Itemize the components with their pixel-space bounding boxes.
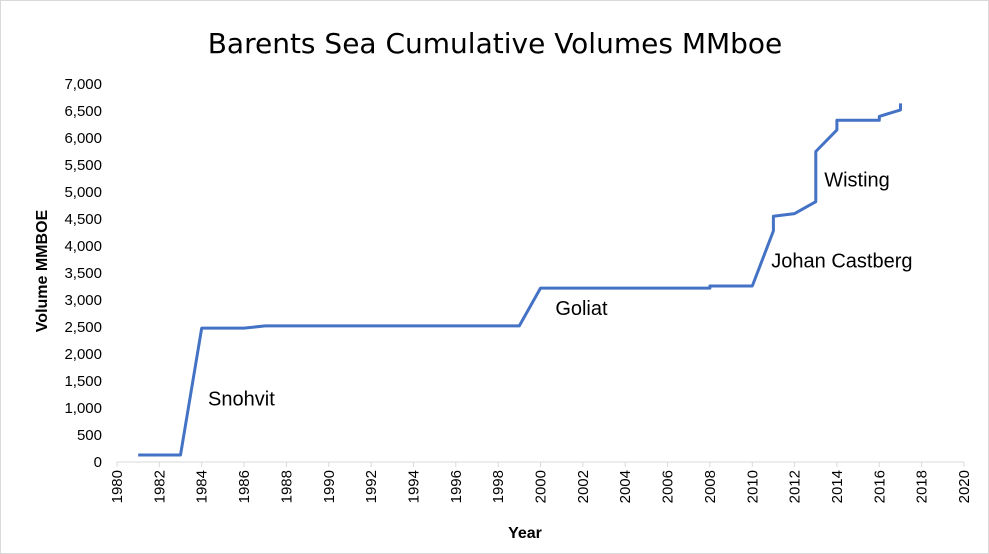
annotation-label: Goliat xyxy=(555,298,608,320)
x-tick-label: 2010 xyxy=(744,470,761,503)
x-tick-label: 2012 xyxy=(787,470,804,503)
y-tick-label: 6,000 xyxy=(64,130,102,147)
series-line xyxy=(138,103,902,457)
y-tick-label: 5,500 xyxy=(64,157,102,174)
y-tick-label: 7,000 xyxy=(64,76,102,93)
y-tick-label: 0 xyxy=(94,454,102,471)
y-tick-label: 4,500 xyxy=(64,211,102,228)
x-tick-label: 2006 xyxy=(660,470,677,503)
x-tick-label: 2020 xyxy=(956,470,973,503)
x-tick-label: 1988 xyxy=(278,470,295,503)
y-tick-label: 1,000 xyxy=(64,400,102,417)
y-tick-label: 500 xyxy=(77,427,102,444)
annotation-label: Wisting xyxy=(824,170,890,192)
annotations: Snohvit Goliat Johan Castberg Wisting xyxy=(208,170,912,411)
x-tick-label: 1996 xyxy=(448,470,465,503)
y-axis-ticks: 0 500 1,000 1,500 2,000 2,500 3,000 3,500 4,000 4… xyxy=(64,76,102,471)
x-tick-label: 2008 xyxy=(702,470,719,503)
x-tick-label: 1990 xyxy=(321,470,338,503)
x-tick-label: 2000 xyxy=(533,470,550,503)
x-tick-label: 2016 xyxy=(871,470,888,503)
y-tick-label: 1,500 xyxy=(64,373,102,390)
annotation-label: Snohvit xyxy=(208,388,275,410)
x-tick-label: 2002 xyxy=(575,470,592,503)
y-tick-label: 3,500 xyxy=(64,265,102,282)
y-axis-title: Volume MMBOE xyxy=(34,209,51,332)
x-tick-label: 1984 xyxy=(194,470,211,503)
x-tick-label: 1980 xyxy=(109,470,126,503)
x-axis-title: Year xyxy=(508,525,542,542)
x-tick-label: 1986 xyxy=(236,470,253,503)
x-tick-label: 2004 xyxy=(617,470,634,503)
x-axis-ticks: 1980 1982 1984 1986 1988 1990 1992 1994 1996 1998… xyxy=(109,462,973,503)
y-tick-label: 3,000 xyxy=(64,292,102,309)
x-tick-label: 1982 xyxy=(151,470,168,503)
y-tick-label: 2,000 xyxy=(64,346,102,363)
y-tick-label: 4,000 xyxy=(64,238,102,255)
x-tick-label: 1992 xyxy=(363,470,380,503)
y-tick-label: 5,000 xyxy=(64,184,102,201)
y-tick-label: 2,500 xyxy=(64,319,102,336)
x-tick-label: 1998 xyxy=(490,470,507,503)
y-tick-label: 6,500 xyxy=(64,103,102,120)
annotation-label: Johan Castberg xyxy=(771,251,912,273)
x-tick-label: 1994 xyxy=(405,470,422,503)
x-tick-label: 2014 xyxy=(829,470,846,503)
chart-title: Barents Sea Cumulative Volumes MMboe xyxy=(208,27,783,60)
x-tick-label: 2018 xyxy=(914,470,931,503)
